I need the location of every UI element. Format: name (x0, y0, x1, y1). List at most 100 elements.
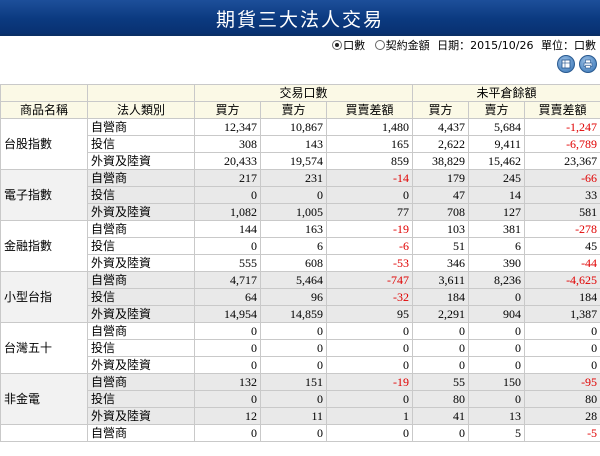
column-header: 法人類別 (87, 101, 195, 119)
value-cell: 0 (325, 424, 414, 442)
value-cell: 581 (524, 203, 600, 221)
column-header: 買方 (412, 101, 470, 119)
value-cell: 163 (260, 220, 327, 238)
investor-type-cell: 投信 (87, 186, 195, 204)
value-cell: 45 (524, 237, 600, 255)
investor-type-cell: 外資及陸資 (87, 152, 195, 170)
table-row: 外資及陸資 20,433 19,574 859 38,829 15,462 23,367 (1, 152, 600, 170)
value-cell: 14,859 (260, 305, 327, 323)
value-cell: -19 (325, 220, 414, 238)
investor-type-cell: 投信 (87, 390, 195, 408)
value-cell: 184 (412, 288, 470, 306)
table-row: 金融指數 自營商 144 163 -19 103 381 -278 (0, 220, 600, 272)
value-cell: 12,347 (194, 118, 261, 136)
value-cell: 51 (412, 237, 470, 255)
investor-type-cell: 自營商 (87, 322, 195, 340)
value-cell: 0 (468, 339, 526, 357)
table-row: 外資及陸資 14,954 14,859 95 2,291 904 1,387 (1, 305, 600, 323)
value-cell: 0 (325, 186, 414, 204)
excel-export-button[interactable] (557, 55, 575, 73)
value-cell: 11 (260, 407, 327, 425)
value-cell: 8,236 (468, 271, 526, 289)
value-cell: 143 (260, 135, 327, 153)
value-cell: 555 (194, 254, 261, 272)
value-cell: 390 (468, 254, 526, 272)
value-cell: 14 (468, 186, 526, 204)
table-row: 外資及陸資 555 608 -53 346 390 -44 (1, 254, 600, 272)
print-icon (583, 59, 593, 69)
radio-lots[interactable] (332, 40, 343, 50)
value-cell: 0 (325, 390, 414, 408)
value-cell: 0 (194, 424, 261, 442)
product-name-cell (0, 424, 88, 442)
value-cell: 12 (194, 407, 261, 425)
value-cell: 96 (260, 288, 327, 306)
value-cell: -14 (325, 169, 414, 187)
value-cell: 103 (412, 220, 470, 238)
value-cell: 0 (194, 356, 261, 374)
radio-lots-label[interactable]: 口數 (343, 39, 366, 52)
institutional-trading-table: 交易口數 未平倉餘額 商品名稱 法人類別 買方 賣方 買賣差額 買方 賣方 買賣… (0, 84, 600, 442)
value-cell: 150 (468, 373, 526, 391)
value-cell: -32 (325, 288, 414, 306)
investor-type-cell: 自營商 (87, 424, 195, 442)
value-cell: 132 (194, 373, 261, 391)
investor-type-cell: 外資及陸資 (87, 305, 195, 323)
value-cell: 1,387 (524, 305, 600, 323)
product-name-cell: 電子指數 (0, 169, 88, 221)
value-cell: 19,574 (260, 152, 327, 170)
value-cell: 2,622 (412, 135, 470, 153)
value-cell: 77 (325, 203, 414, 221)
print-button[interactable] (579, 55, 597, 73)
investor-type-cell: 自營商 (87, 271, 195, 289)
page-title: 期貨三大法人交易 (215, 9, 384, 31)
table-row: 投信 0 6 -6 51 6 45 (1, 237, 600, 255)
value-cell: 9,411 (468, 135, 526, 153)
investor-type-cell: 投信 (87, 135, 195, 153)
value-cell: 41 (412, 407, 470, 425)
investor-type-cell: 投信 (87, 288, 195, 306)
value-cell: 904 (468, 305, 526, 323)
table-row: 台灣五十 自營商 0 0 0 0 0 0 (0, 322, 600, 374)
value-cell: 28 (524, 407, 600, 425)
value-cell: 1 (325, 407, 414, 425)
table-row: 自營商 0 0 0 0 5 -5 (0, 424, 600, 442)
value-cell: 0 (468, 288, 526, 306)
table-row: 非金電 自營商 132 151 -19 55 150 -95 (0, 373, 600, 425)
value-cell: 0 (325, 356, 414, 374)
date-label: 日期：2015/10/26 (437, 39, 534, 52)
investor-type-cell: 外資及陸資 (87, 203, 195, 221)
table-row: 投信 308 143 165 2,622 9,411 -6,789 (1, 135, 600, 153)
value-cell: 5 (468, 424, 526, 442)
value-cell: 165 (325, 135, 414, 153)
value-cell: -6 (325, 237, 414, 255)
value-cell: 179 (412, 169, 470, 187)
investor-type-cell: 自營商 (87, 169, 195, 187)
value-cell: 64 (194, 288, 261, 306)
value-cell: 231 (260, 169, 327, 187)
value-cell: 0 (260, 322, 327, 340)
excel-export-icon (561, 59, 571, 69)
value-cell: 80 (524, 390, 600, 408)
column-header: 商品名稱 (0, 101, 88, 119)
options-bar: 口數 契約金額 日期：2015/10/26 單位：口數 (0, 36, 600, 52)
value-cell: 0 (194, 322, 261, 340)
value-cell: 38,829 (412, 152, 470, 170)
radio-contract-value[interactable] (374, 40, 385, 50)
table-row: 投信 0 0 0 47 14 33 (1, 186, 600, 204)
value-cell: 0 (524, 339, 600, 357)
value-cell: 2,291 (412, 305, 470, 323)
value-cell: 14,954 (194, 305, 261, 323)
product-name-cell: 非金電 (0, 373, 88, 425)
value-cell: 308 (194, 135, 261, 153)
value-cell: 95 (325, 305, 414, 323)
value-cell: 5,464 (260, 271, 327, 289)
value-cell: 0 (412, 322, 470, 340)
value-cell: 346 (412, 254, 470, 272)
investor-type-cell: 投信 (87, 339, 195, 357)
value-cell: 0 (468, 390, 526, 408)
investor-type-cell: 外資及陸資 (87, 407, 195, 425)
unit-label: 單位：口數 (541, 39, 596, 52)
radio-contract-value-label[interactable]: 契約金額 (385, 39, 430, 52)
value-cell: 6 (468, 237, 526, 255)
